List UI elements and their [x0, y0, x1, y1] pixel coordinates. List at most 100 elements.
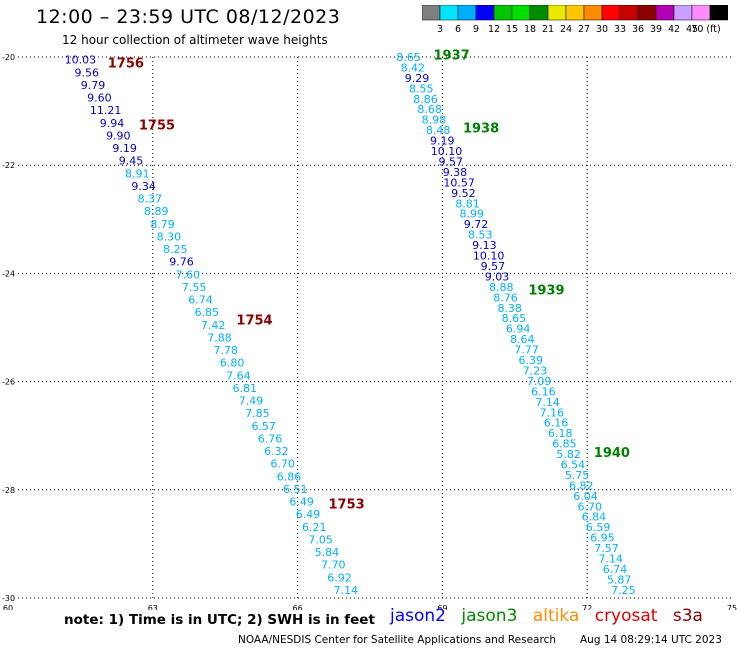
wave-height-label: 7.05	[308, 533, 333, 546]
colorbar-label: 45	[686, 24, 698, 35]
wave-height-label: 7.42	[201, 319, 226, 332]
y-tick-label: -30	[2, 594, 15, 603]
wave-height-label: 5.84	[315, 546, 340, 559]
colorbar-label: 6	[455, 24, 461, 35]
colorbar-label: 12	[488, 24, 500, 35]
wave-height-label: 9.72	[464, 218, 489, 231]
wave-height-label: 6.49	[296, 508, 321, 521]
chart-subtitle: 12 hour collection of altimeter wave hei…	[62, 33, 328, 47]
wave-height-label: 9.19	[112, 142, 137, 155]
chart-title: 12:00 – 23:59 UTC 08/12/2023	[36, 6, 341, 28]
wave-height-label: 6.70	[270, 458, 295, 471]
wave-height-label: 6.85	[552, 438, 577, 451]
colorbar-label: 42	[668, 24, 680, 35]
wave-height-label: 9.13	[472, 239, 497, 252]
colorbar-label: 39	[650, 24, 662, 35]
wave-height-label: 8.65	[502, 312, 527, 325]
wave-height-label: 9.56	[74, 66, 99, 79]
wave-height-label: 8.79	[150, 218, 175, 231]
x-tick-label: 72	[582, 604, 592, 610]
wave-height-label: 7.70	[321, 559, 346, 572]
wave-height-label: 7.60	[176, 268, 201, 281]
pass-time-label: 1939	[528, 284, 564, 299]
colorbar-label: 70 (ft)	[691, 24, 720, 35]
wave-height-label: 5.87	[607, 573, 632, 586]
wave-height-label: 8.55	[409, 82, 434, 95]
wave-height-label: 6.94	[506, 323, 531, 336]
wave-height-label: 5.75	[565, 469, 590, 482]
wave-height-label: 7.85	[245, 407, 270, 420]
credit-line: NOAA/NESDIS Center for Satellite Applica…	[238, 634, 556, 646]
x-tick-label: 63	[148, 604, 158, 610]
y-tick-label: -22	[2, 161, 15, 170]
wave-height-label: 9.76	[169, 256, 194, 269]
wave-height-label: 9.79	[81, 79, 106, 92]
wave-height-label: 8.42	[401, 61, 426, 74]
wave-height-label: 8.30	[157, 230, 182, 243]
wave-height-label: 8.38	[497, 302, 522, 315]
wave-height-label: 10.57	[443, 176, 475, 189]
wave-height-label: 6.86	[277, 470, 302, 483]
pass-time-label: 1937	[434, 48, 470, 63]
wave-height-label: 8.53	[468, 229, 493, 242]
wave-height-label: 6.92	[327, 571, 352, 584]
wave-height-label: 7.16	[540, 406, 565, 419]
wave-height-label: 11.21	[90, 104, 122, 117]
legend-altika: altika	[532, 606, 580, 626]
wave-height-label: 6.81	[232, 382, 257, 395]
wave-height-label: 7.23	[523, 364, 548, 377]
wave-height-label: 6.84	[582, 511, 607, 524]
wave-height-label: 7.14	[599, 553, 624, 566]
wave-height-label: 7.14	[334, 584, 359, 597]
wave-height-label: 9.19	[430, 135, 455, 148]
x-tick-label: 66	[293, 604, 303, 610]
wave-height-label: 8.98	[422, 114, 447, 127]
colorbar-label: 33	[614, 24, 626, 35]
wave-height-label: 9.03	[485, 270, 510, 283]
wave-height-label: 6.16	[544, 417, 569, 430]
wave-height-label: 6.18	[548, 427, 573, 440]
pass-time-label: 1938	[463, 121, 499, 136]
colorbar-label: 30	[596, 24, 608, 35]
colorbar-label: 15	[506, 24, 518, 35]
wave-height-label: 7.57	[594, 542, 619, 555]
colorbar-label: 9	[473, 24, 479, 35]
wave-height-label: 7.09	[527, 375, 552, 388]
colorbar-swatch	[709, 5, 728, 21]
wave-height-label: 6.59	[586, 521, 611, 534]
wave-height-label: 6.85	[195, 306, 220, 319]
wave-height-label: 9.52	[451, 187, 476, 200]
wave-height-label: 7.55	[182, 281, 207, 294]
wave-height-label: 6.51	[283, 483, 308, 496]
wave-height-label: 8.89	[144, 205, 169, 218]
wave-height-label: 8.25	[163, 243, 188, 256]
x-tick-label: 69	[437, 604, 447, 610]
colorbar-label: 21	[542, 24, 554, 35]
wave-height-label: 6.54	[561, 459, 586, 472]
wave-height-label: 9.57	[481, 260, 506, 273]
wave-height-label: 7.49	[239, 395, 264, 408]
wave-height-label: 9.60	[87, 92, 112, 105]
wave-height-label: 8.65	[396, 51, 421, 64]
wave-height-label: 9.38	[443, 166, 468, 179]
wave-height-label: 8.91	[125, 167, 150, 180]
wave-height-label: 9.29	[405, 72, 430, 85]
wave-height-label: 8.64	[510, 333, 535, 346]
pass-time-label: 1755	[139, 119, 175, 134]
wave-height-label: 8.81	[455, 197, 480, 210]
wave-height-label: 6.70	[577, 500, 602, 513]
wave-height-label: 6.16	[531, 385, 556, 398]
wave-height-chart: 60 63 66 69 72 75-20-22-24-26-28-3010.039.569…	[2, 48, 737, 610]
wave-height-label: 10.10	[473, 250, 505, 263]
colorbar-label: 27	[578, 24, 590, 35]
x-tick-label: 60	[3, 604, 13, 610]
wave-height-label: 6.74	[603, 563, 628, 576]
wave-height-label: 7.77	[514, 344, 539, 357]
legend-jason2: jason2	[390, 606, 446, 626]
colorbar-label: 3	[437, 24, 443, 35]
satellite-legend: jason2 jason3 altika cryosat s3a	[390, 606, 713, 626]
wave-height-label: 7.88	[207, 331, 232, 344]
wave-height-label: 10.03	[65, 54, 97, 67]
wave-height-label: 9.94	[100, 117, 125, 130]
wave-height-label: 8.88	[489, 281, 514, 294]
